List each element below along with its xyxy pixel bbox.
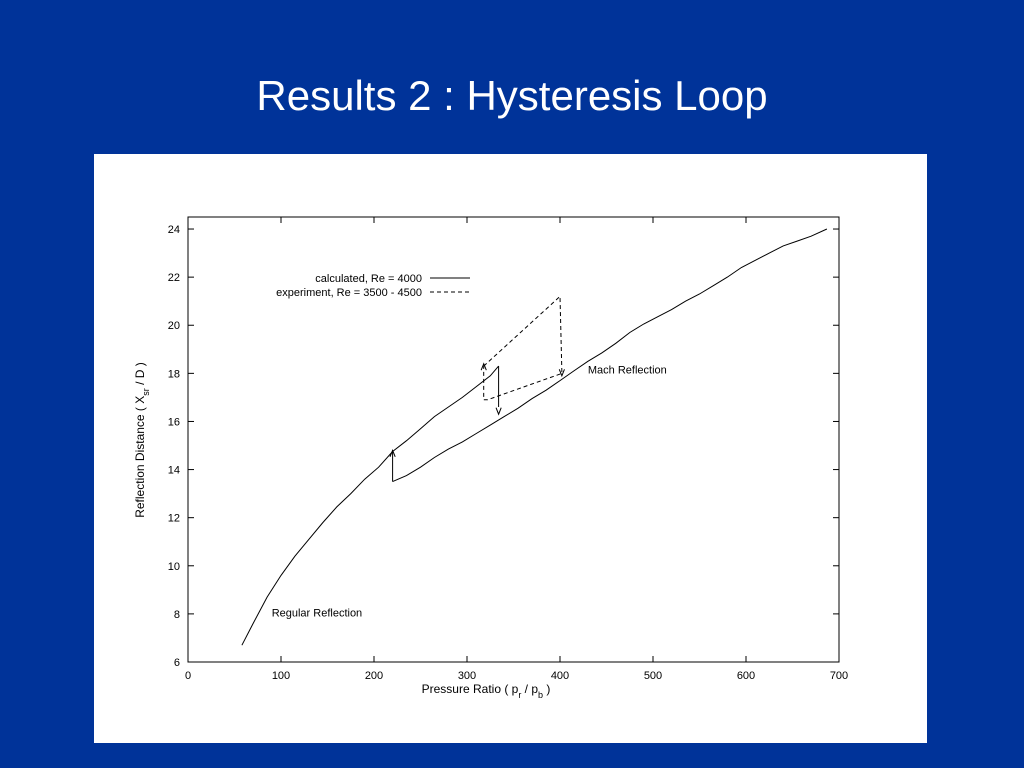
x-tick-label: 100 [272,670,290,682]
series-2-arrowhead [480,362,487,371]
y-tick-label: 12 [168,513,180,525]
x-tick-label: 700 [830,670,848,682]
x-tick-label: 300 [458,670,476,682]
x-axis-label-sub2: b [538,690,543,700]
x-axis-ticks: 0 100 200 300 400 500 600 700 [185,217,848,682]
series-1-line [392,228,828,483]
x-tick-label: 600 [737,670,755,682]
hysteresis-chart: 6 8 10 12 14 16 18 20 22 24 0 100 200 300 400 500 600 70… [133,216,848,700]
x-tick-label: 400 [551,670,569,682]
y-axis-label: Reflection Distance ( Xsr / D ) [133,362,151,518]
y-axis-label-prefix: Reflection Distance ( X [133,396,147,518]
series-2-arrowhead [558,369,565,378]
annotation-label: Mach Reflection [588,364,667,376]
annotations: Mach Reflection Regular Reflection [272,364,667,619]
y-axis-label-sub: sr [141,388,151,396]
figure-panel: 6 8 10 12 14 16 18 20 22 24 0 100 200 300 400 500 600 70… [94,154,927,743]
annotation-label: Regular Reflection [272,607,363,619]
y-tick-label: 6 [174,657,180,669]
x-tick-label: 0 [185,670,191,682]
legend-label: calculated, Re = 4000 [315,273,422,285]
plot-frame [187,216,840,663]
x-axis-label-sub1: r [518,690,521,700]
x-axis-label-prefix: Pressure Ratio ( p [422,682,519,696]
series-1-line [241,365,499,646]
slide-title: Results 2 : Hysteresis Loop [256,72,768,119]
series-layer [241,228,828,646]
x-axis-label-mid: / p [521,682,538,696]
y-tick-label: 24 [168,224,180,236]
y-tick-label: 10 [168,561,180,573]
y-tick-label: 20 [168,320,180,332]
legend: calculated, Re = 4000 experiment, Re = 35… [276,273,470,299]
x-axis-label-suffix: ) [543,682,550,696]
y-tick-label: 8 [174,609,180,621]
y-tick-label: 16 [168,416,180,428]
y-axis-label-suffix: / D ) [133,362,147,388]
y-tick-label: 18 [168,368,180,380]
legend-label: experiment, Re = 3500 - 4500 [276,287,422,299]
y-axis-ticks: 6 8 10 12 14 16 18 20 22 24 [168,224,839,669]
series-2-line [483,295,563,401]
series-1-arrowhead [495,407,502,416]
x-tick-label: 500 [644,670,662,682]
x-axis-label: Pressure Ratio ( pr / pb ) [422,682,551,700]
x-tick-label: 200 [365,670,383,682]
series-1-arrowhead [389,448,396,458]
y-tick-label: 14 [168,465,180,477]
y-tick-label: 22 [168,272,180,284]
